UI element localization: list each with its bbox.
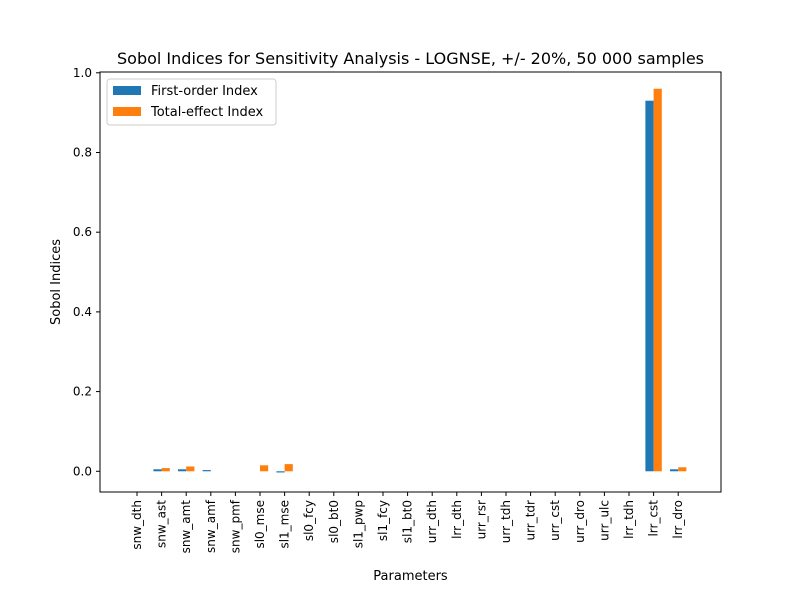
x-tick-label-urr_tdr: urr_tdr [524, 500, 538, 541]
x-tick-label-sl1_bt0: sl1_bt0 [401, 500, 415, 543]
x-tick-label-urr_cst: urr_cst [548, 500, 562, 541]
x-tick-label-sl1_mse: sl1_mse [278, 500, 292, 549]
bar-total-effect-lrr_dro [678, 467, 687, 472]
bar-total-effect-lrr_cst [653, 88, 662, 472]
y-axis-title: Sobol Indices [49, 239, 64, 325]
bars-group [153, 88, 687, 473]
x-tick-label-sl1_pwp: sl1_pwp [351, 500, 365, 548]
bar-total-effect-snw_ast [161, 468, 170, 472]
chart-title: Sobol Indices for Sensitivity Analysis -… [117, 49, 704, 68]
x-tick-label-lrr_dth: lrr_dth [450, 500, 464, 539]
bar-first-order-lrr_dro [670, 469, 679, 472]
x-tick-label-lrr_dro: lrr_dro [671, 500, 685, 539]
y-tick-label: 1.0 [73, 66, 92, 80]
x-tick-label-sl1_fcy: sl1_fcy [376, 500, 390, 541]
x-tick-label-snw_amf: snw_amf [204, 499, 218, 553]
x-tick-label-urr_ulc: urr_ulc [597, 500, 611, 541]
y-tick-label: 0.0 [73, 464, 92, 478]
legend-swatch-first-order [113, 86, 141, 95]
x-tick-label-sl0_mse: sl0_mse [253, 500, 267, 549]
legend-box [106, 78, 277, 126]
y-axis: 0.0 0.2 0.4 0.6 0.8 1.0 [73, 66, 100, 478]
x-tick-label-urr_dro: urr_dro [573, 500, 587, 543]
x-tick-label-urr_tdh: urr_tdh [499, 500, 513, 543]
y-tick-label: 0.6 [73, 225, 92, 239]
bar-total-effect-snw_amt [186, 466, 195, 472]
x-tick-label-snw_ast: snw_ast [155, 500, 169, 548]
legend: First-order Index Total-effect Index [106, 78, 277, 126]
bar-first-order-snw_ast [153, 469, 162, 472]
x-tick-label-urr_rsr: urr_rsr [474, 500, 488, 539]
bar-total-effect-sl1_mse [284, 464, 293, 472]
legend-label-first-order: First-order Index [151, 84, 258, 99]
x-tick-label-snw_pmf: snw_pmf [228, 499, 242, 553]
x-tick-label-snw_dth: snw_dth [130, 500, 144, 550]
bar-first-order-lrr_cst [645, 100, 654, 472]
bar-first-order-snw_amf [202, 470, 211, 472]
x-tick-label-lrr_cst: lrr_cst [647, 500, 661, 537]
plot-frame [99, 71, 722, 493]
y-tick-label: 0.4 [73, 305, 92, 319]
x-tick-label-sl0_bt0: sl0_bt0 [327, 500, 341, 543]
y-tick-label: 0.8 [73, 145, 92, 159]
bar-first-order-snw_amt [178, 469, 187, 472]
y-tick-label: 0.2 [73, 385, 92, 399]
x-tick-label-lrr_tdh: lrr_tdh [622, 500, 636, 539]
x-axis: snw_dth snw_ast snw_amt snw_amf snw_pmf sl0_m… [130, 492, 685, 553]
bar-first-order-sl1_mse [276, 471, 285, 473]
x-axis-title: Parameters [373, 569, 448, 584]
x-tick-label-urr_dth: urr_dth [425, 500, 439, 543]
x-tick-label-snw_amt: snw_amt [179, 500, 193, 554]
bar-total-effect-sl0_mse [260, 465, 269, 472]
legend-swatch-total-effect [113, 107, 141, 116]
legend-label-total-effect: Total-effect Index [150, 105, 263, 120]
x-tick-label-sl0_fcy: sl0_fcy [302, 500, 316, 541]
